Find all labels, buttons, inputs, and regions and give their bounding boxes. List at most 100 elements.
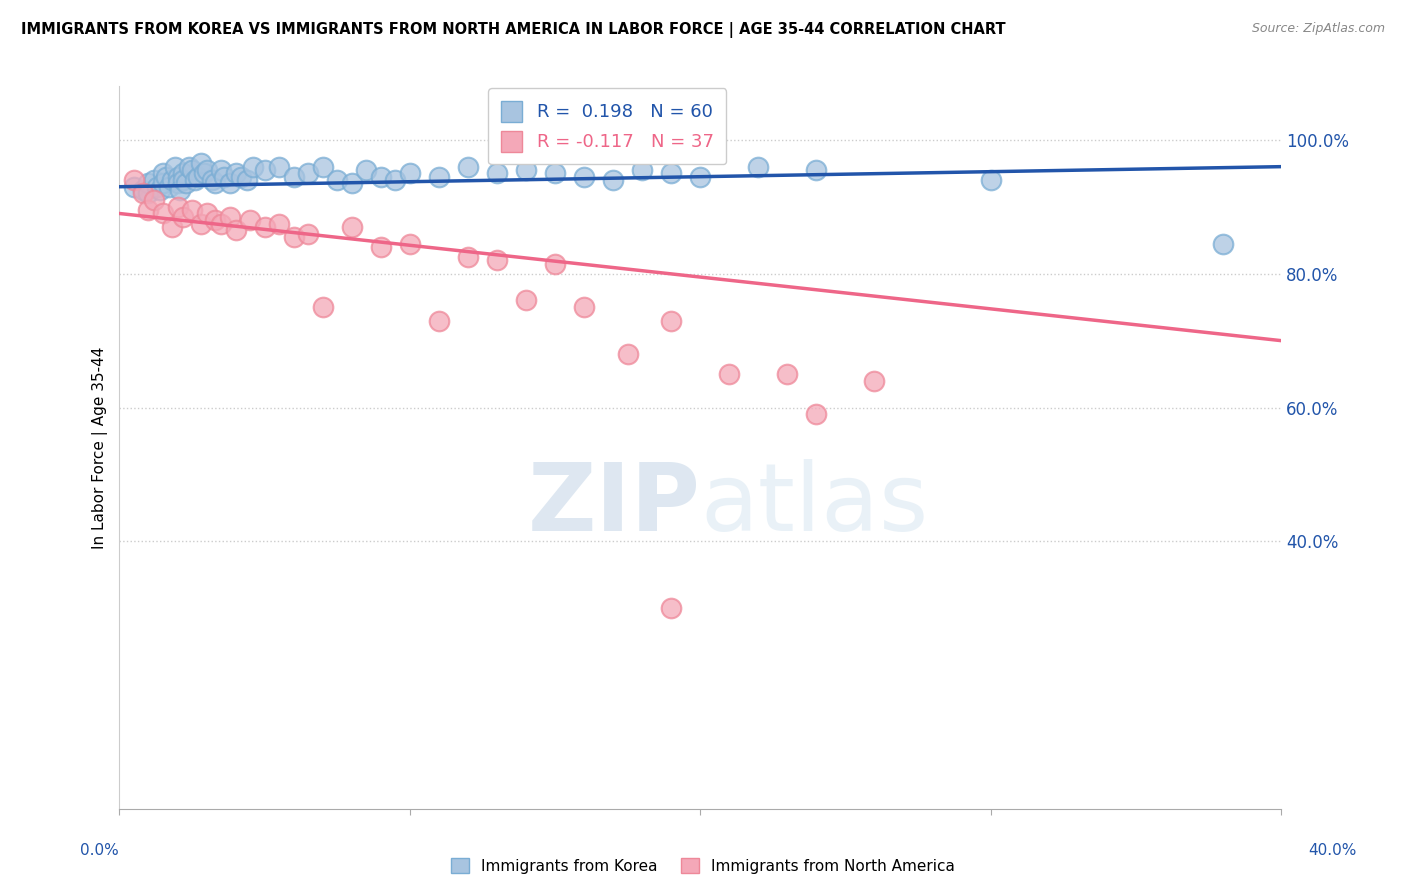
- Point: [166, 200, 188, 214]
- Point: [209, 217, 232, 231]
- Point: [297, 166, 319, 180]
- Y-axis label: In Labor Force | Age 35-44: In Labor Force | Age 35-44: [93, 346, 108, 549]
- Point: [195, 206, 218, 220]
- Point: [131, 186, 153, 201]
- Point: [631, 163, 654, 178]
- Point: [143, 173, 166, 187]
- Point: [659, 166, 682, 180]
- Point: [370, 240, 392, 254]
- Point: [616, 347, 638, 361]
- Point: [253, 219, 276, 234]
- Point: [174, 177, 197, 191]
- Point: [166, 169, 188, 184]
- Point: [283, 230, 305, 244]
- Point: [269, 160, 291, 174]
- Point: [225, 223, 247, 237]
- Point: [163, 160, 186, 174]
- Point: [370, 169, 392, 184]
- Point: [181, 163, 204, 178]
- Point: [218, 177, 240, 191]
- Point: [718, 367, 741, 381]
- Point: [138, 177, 160, 191]
- Point: [806, 407, 828, 421]
- Point: [269, 217, 291, 231]
- Point: [155, 169, 177, 184]
- Point: [312, 160, 335, 174]
- Point: [980, 173, 1002, 187]
- Text: 40.0%: 40.0%: [1309, 843, 1357, 858]
- Point: [326, 173, 349, 187]
- Point: [190, 156, 212, 170]
- Point: [356, 163, 378, 178]
- Point: [312, 300, 335, 314]
- Point: [181, 203, 204, 218]
- Point: [152, 206, 174, 220]
- Point: [659, 313, 682, 327]
- Point: [131, 183, 153, 197]
- Text: ZIP: ZIP: [527, 459, 700, 551]
- Point: [427, 313, 450, 327]
- Point: [427, 169, 450, 184]
- Point: [152, 177, 174, 191]
- Point: [184, 173, 207, 187]
- Point: [122, 173, 145, 187]
- Point: [297, 227, 319, 241]
- Point: [166, 177, 188, 191]
- Point: [212, 169, 235, 184]
- Point: [384, 173, 406, 187]
- Point: [253, 163, 276, 178]
- Point: [572, 169, 595, 184]
- Point: [190, 217, 212, 231]
- Point: [776, 367, 799, 381]
- Point: [236, 173, 259, 187]
- Point: [457, 250, 479, 264]
- Point: [149, 183, 172, 197]
- Point: [143, 193, 166, 207]
- Point: [146, 179, 169, 194]
- Legend: R =  0.198   N = 60, R = -0.117   N = 37: R = 0.198 N = 60, R = -0.117 N = 37: [488, 88, 727, 164]
- Point: [544, 166, 567, 180]
- Text: atlas: atlas: [700, 459, 928, 551]
- Point: [1212, 236, 1234, 251]
- Point: [515, 293, 537, 308]
- Point: [659, 601, 682, 615]
- Point: [340, 219, 363, 234]
- Point: [179, 160, 201, 174]
- Point: [187, 169, 209, 184]
- Point: [169, 183, 191, 197]
- Point: [806, 163, 828, 178]
- Point: [138, 203, 160, 218]
- Point: [160, 173, 183, 187]
- Point: [172, 173, 194, 187]
- Point: [242, 160, 264, 174]
- Point: [863, 374, 886, 388]
- Point: [160, 219, 183, 234]
- Point: [485, 166, 508, 180]
- Point: [172, 166, 194, 180]
- Point: [239, 213, 262, 227]
- Point: [747, 160, 769, 174]
- Point: [201, 173, 224, 187]
- Point: [398, 166, 420, 180]
- Point: [689, 169, 711, 184]
- Point: [172, 210, 194, 224]
- Point: [204, 213, 226, 227]
- Point: [195, 163, 218, 178]
- Point: [218, 210, 240, 224]
- Point: [152, 166, 174, 180]
- Point: [138, 186, 160, 201]
- Point: [572, 300, 595, 314]
- Point: [340, 177, 363, 191]
- Point: [544, 257, 567, 271]
- Point: [485, 253, 508, 268]
- Point: [209, 163, 232, 178]
- Point: [457, 160, 479, 174]
- Point: [204, 177, 226, 191]
- Point: [602, 173, 624, 187]
- Text: 0.0%: 0.0%: [80, 843, 120, 858]
- Point: [157, 179, 180, 194]
- Point: [231, 169, 253, 184]
- Point: [193, 166, 215, 180]
- Point: [515, 163, 537, 178]
- Text: IMMIGRANTS FROM KOREA VS IMMIGRANTS FROM NORTH AMERICA IN LABOR FORCE | AGE 35-4: IMMIGRANTS FROM KOREA VS IMMIGRANTS FROM…: [21, 22, 1005, 38]
